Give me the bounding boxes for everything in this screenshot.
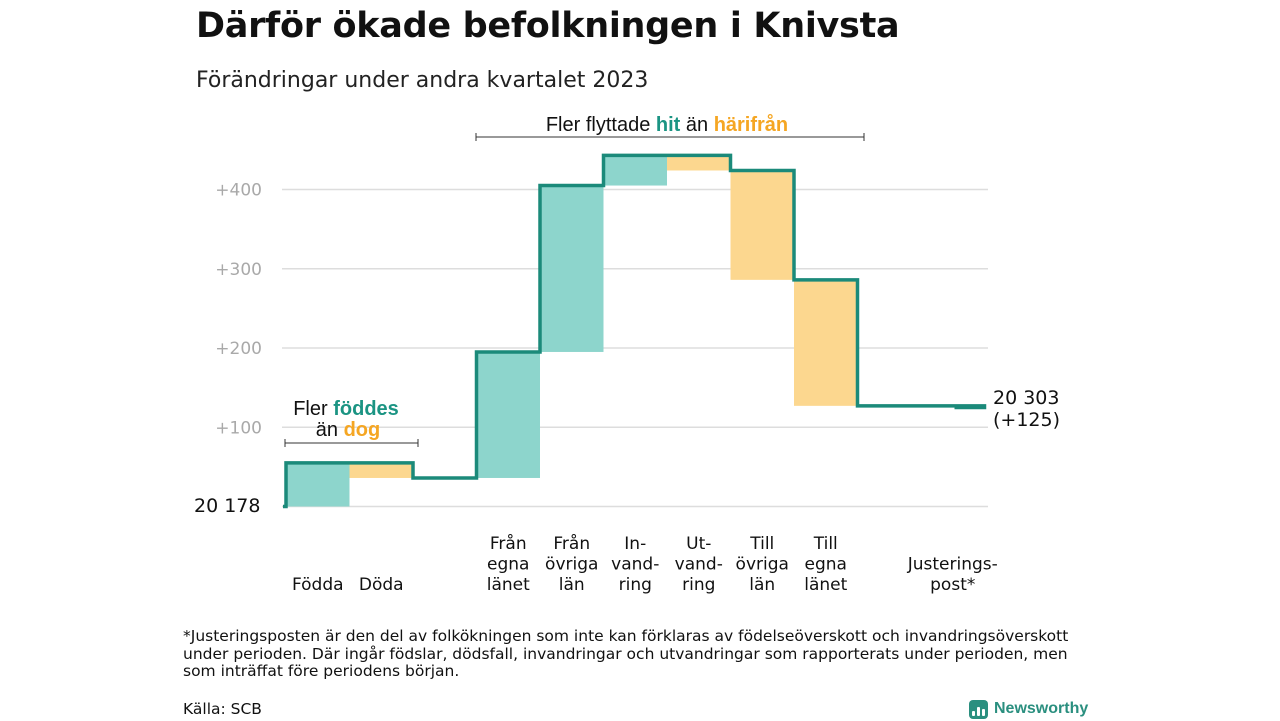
category-label: Från <box>553 533 590 554</box>
births-annotation-line2: än dog <box>316 419 380 441</box>
category-label: länet <box>487 575 530 595</box>
bar-decrease <box>349 462 413 478</box>
bar-decrease <box>730 170 794 280</box>
births-annotation: Fler föddes än dog <box>284 398 419 447</box>
y-tick-label: +200 <box>215 339 262 359</box>
bar-decrease <box>667 155 731 171</box>
end-label-total: 20 303 <box>993 387 1059 409</box>
category-label: In- <box>624 534 646 554</box>
migration-annotation: Fler flyttade hit än härifrån <box>475 113 865 141</box>
y-tick-labels: +100 +200 +300 +400 <box>215 181 262 439</box>
end-label-change: (+125) <box>993 409 1060 431</box>
bar-increase <box>286 462 350 507</box>
category-labels: Födda DödaFrånegnalänetFrånövrigalänIn-va… <box>292 533 998 595</box>
category-label: vand- <box>611 555 659 575</box>
source-note: Källa: SCB <box>183 700 262 718</box>
category-label: Justerings- <box>907 555 998 575</box>
category-label: Födda <box>292 575 344 595</box>
category-label: vand- <box>675 555 723 575</box>
category-label: Ut- <box>686 534 711 554</box>
footnote: *Justeringsposten är den del av folkökni… <box>183 627 1069 680</box>
category-label: län <box>559 575 585 595</box>
baseline-label: 20 178 <box>194 495 260 517</box>
category-label: Från <box>490 533 527 554</box>
bar-increase <box>603 155 667 186</box>
category-label: Till <box>749 534 774 554</box>
category-label: egna <box>805 555 847 575</box>
newsworthy-logo-icon <box>969 699 988 719</box>
bar-increase <box>540 185 604 352</box>
births-bracket <box>284 439 419 447</box>
category-label: ring <box>619 575 652 595</box>
gridlines <box>282 188 988 508</box>
category-label: post* <box>930 575 975 595</box>
bar-decrease <box>794 279 858 406</box>
y-tick-label: +100 <box>215 418 262 438</box>
chart-title: Därför ökade befolkningen i Knivsta <box>196 6 900 46</box>
category-label: ring <box>682 575 715 595</box>
category-label: egna <box>487 555 529 575</box>
category-label: Till <box>813 534 838 554</box>
category-label: län <box>749 575 775 595</box>
category-label: länet <box>804 575 847 595</box>
y-tick-label: +400 <box>215 181 262 201</box>
cumulative-line <box>283 153 987 509</box>
bars <box>286 155 985 507</box>
bar-increase <box>476 351 540 478</box>
category-label: övriga <box>545 555 598 575</box>
chart-subtitle: Förändringar under andra kvartalet 2023 <box>196 68 649 93</box>
waterfall-chart: +100+200+300+400 Födda DödaFrånegnalänetF… <box>194 113 1060 595</box>
migration-annotation-text: Fler flyttade hit än härifrån <box>546 113 788 136</box>
category-label: Döda <box>359 575 404 595</box>
brand-name: Newsworthy <box>994 700 1089 717</box>
y-tick-label: +300 <box>215 260 262 280</box>
migration-bracket <box>475 133 865 141</box>
brand-logo: Newsworthy <box>969 697 1088 721</box>
category-label: övriga <box>736 555 789 575</box>
births-annotation-line1: Fler föddes <box>293 398 399 420</box>
